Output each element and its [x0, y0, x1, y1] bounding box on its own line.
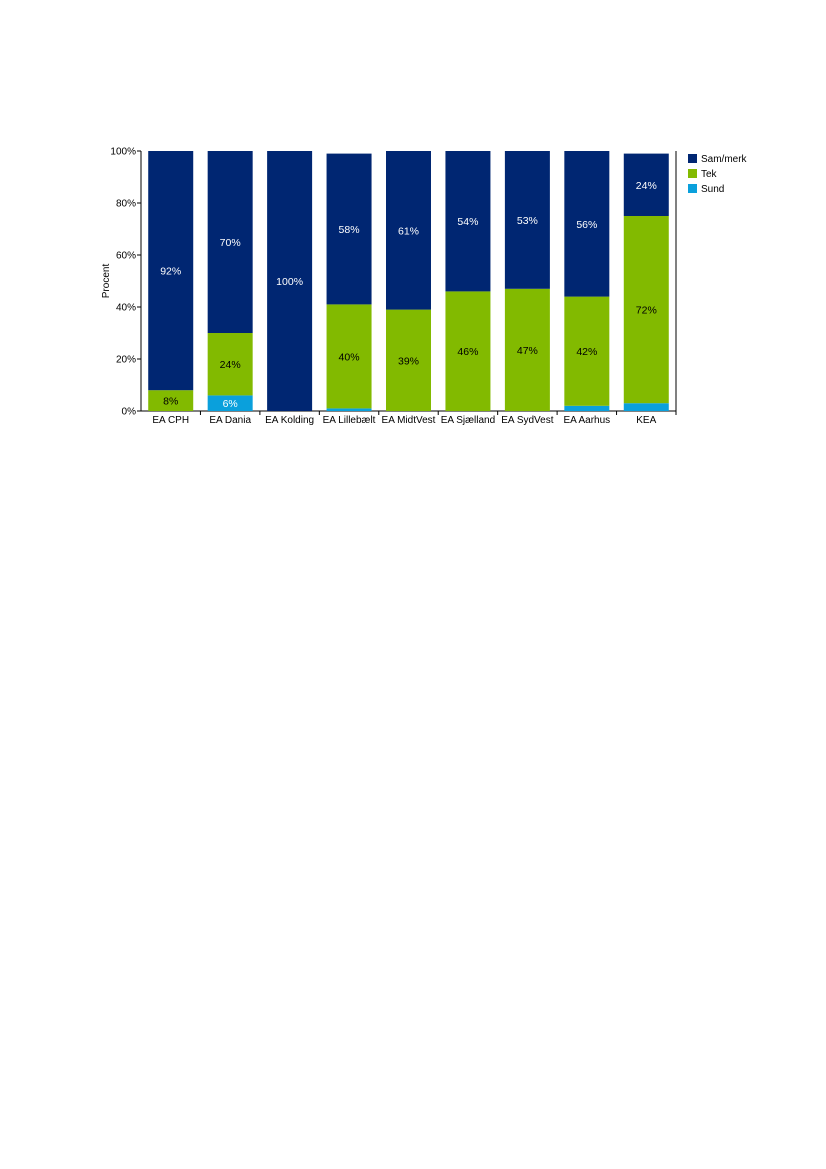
- bar-segment: [386, 309, 431, 411]
- y-axis-label: Procent: [101, 264, 112, 299]
- bar-segment: [504, 151, 550, 289]
- legend: Sam/merk Tek Sund: [688, 154, 748, 195]
- x-category-label: EA MidtVest: [382, 415, 436, 426]
- x-category-label: EA Lillebælt: [323, 415, 376, 426]
- bar-segment: [623, 153, 669, 216]
- bar-segment: [207, 151, 253, 333]
- y-tick-label: 0%: [122, 407, 137, 418]
- y-tick-label: 80%: [116, 199, 136, 210]
- data-label: 58%: [339, 224, 360, 236]
- x-category-label: KEA: [636, 415, 656, 426]
- data-label: 47%: [517, 345, 538, 357]
- data-label: 53%: [517, 215, 538, 227]
- bar-segment: [445, 291, 491, 411]
- x-category-label: EA Sjælland: [441, 415, 495, 426]
- y-tick-label: 40%: [116, 303, 136, 314]
- bar-segment: [623, 403, 669, 411]
- bar-stack: 100%: [267, 151, 313, 411]
- legend-swatch: [688, 154, 697, 163]
- bar-segment: [564, 151, 610, 297]
- bar-segment: [207, 395, 253, 411]
- bar-stack: 8% 92%: [148, 151, 194, 411]
- data-label: 54%: [457, 216, 478, 228]
- bar-segment: [148, 151, 194, 391]
- data-label: 6%: [223, 398, 238, 410]
- bar-segment: [564, 296, 610, 406]
- bar-stack: 39% 61%: [386, 151, 431, 411]
- bar-segment: [504, 288, 550, 411]
- bar-segment: [623, 216, 669, 404]
- bar-stack: 72% 24%: [623, 153, 669, 411]
- x-category-label: EA Aarhus: [563, 415, 610, 426]
- data-label: 8%: [163, 396, 178, 408]
- bar-segment: [326, 304, 372, 409]
- bar-segment: [386, 151, 431, 310]
- x-category-label: EA CPH: [152, 415, 189, 426]
- data-label: 40%: [339, 351, 360, 363]
- legend-swatch: [688, 184, 697, 193]
- data-label: 42%: [576, 346, 597, 358]
- legend-label: Tek: [701, 169, 718, 180]
- data-label: 92%: [160, 266, 181, 278]
- bar-stack: 46% 54%: [445, 151, 491, 411]
- x-axis-categories: EA CPH EA Dania EA Kolding EA Lillebælt EA M…: [152, 411, 677, 426]
- data-label: 70%: [220, 237, 241, 249]
- bar-stack: 6% 24% 70%: [207, 151, 253, 411]
- data-label: 100%: [276, 276, 303, 288]
- bar-segment: [326, 153, 372, 305]
- bars: 8% 92% 6% 24% 70% 100% 40% 58% 39% 61% 46% 54% 47% 53…: [148, 151, 669, 411]
- y-axis-ticks: 0% 20% 40% 60% 80% 100%: [110, 147, 141, 418]
- y-tick-label: 20%: [116, 355, 136, 366]
- x-category-label: EA Kolding: [265, 415, 314, 426]
- data-label: 56%: [576, 219, 597, 231]
- legend-label: Sam/merk: [701, 154, 748, 165]
- data-label: 46%: [457, 346, 478, 358]
- plot-area: 0% 20% 40% 60% 80% 100% 8% 92% 6% 24% 70% 100% 40% 5…: [110, 147, 677, 426]
- y-tick-label: 100%: [110, 147, 136, 158]
- bar-segment: [445, 151, 491, 292]
- legend-label: Sund: [701, 184, 724, 195]
- y-tick-label: 60%: [116, 251, 136, 262]
- bar-segment: [326, 408, 372, 411]
- bar-segment: [564, 405, 610, 411]
- data-label: 24%: [636, 180, 657, 192]
- data-label: 72%: [636, 305, 657, 317]
- x-category-label: EA SydVest: [501, 415, 553, 426]
- bar-segment: [207, 333, 253, 396]
- data-label: 24%: [220, 359, 241, 371]
- bar-stack: 40% 58%: [326, 153, 372, 411]
- bar-segment: [267, 151, 313, 411]
- legend-swatch: [688, 169, 697, 178]
- x-category-label: EA Dania: [209, 415, 251, 426]
- stacked-bar-chart: 0% 20% 40% 60% 80% 100% 8% 92% 6% 24% 70% 100% 40% 5…: [101, 147, 748, 427]
- bar-stack: 42% 56%: [564, 151, 610, 411]
- bar-segment: [148, 390, 194, 411]
- data-label: 61%: [398, 225, 419, 237]
- bar-stack: 47% 53%: [504, 151, 550, 411]
- data-label: 39%: [398, 355, 419, 367]
